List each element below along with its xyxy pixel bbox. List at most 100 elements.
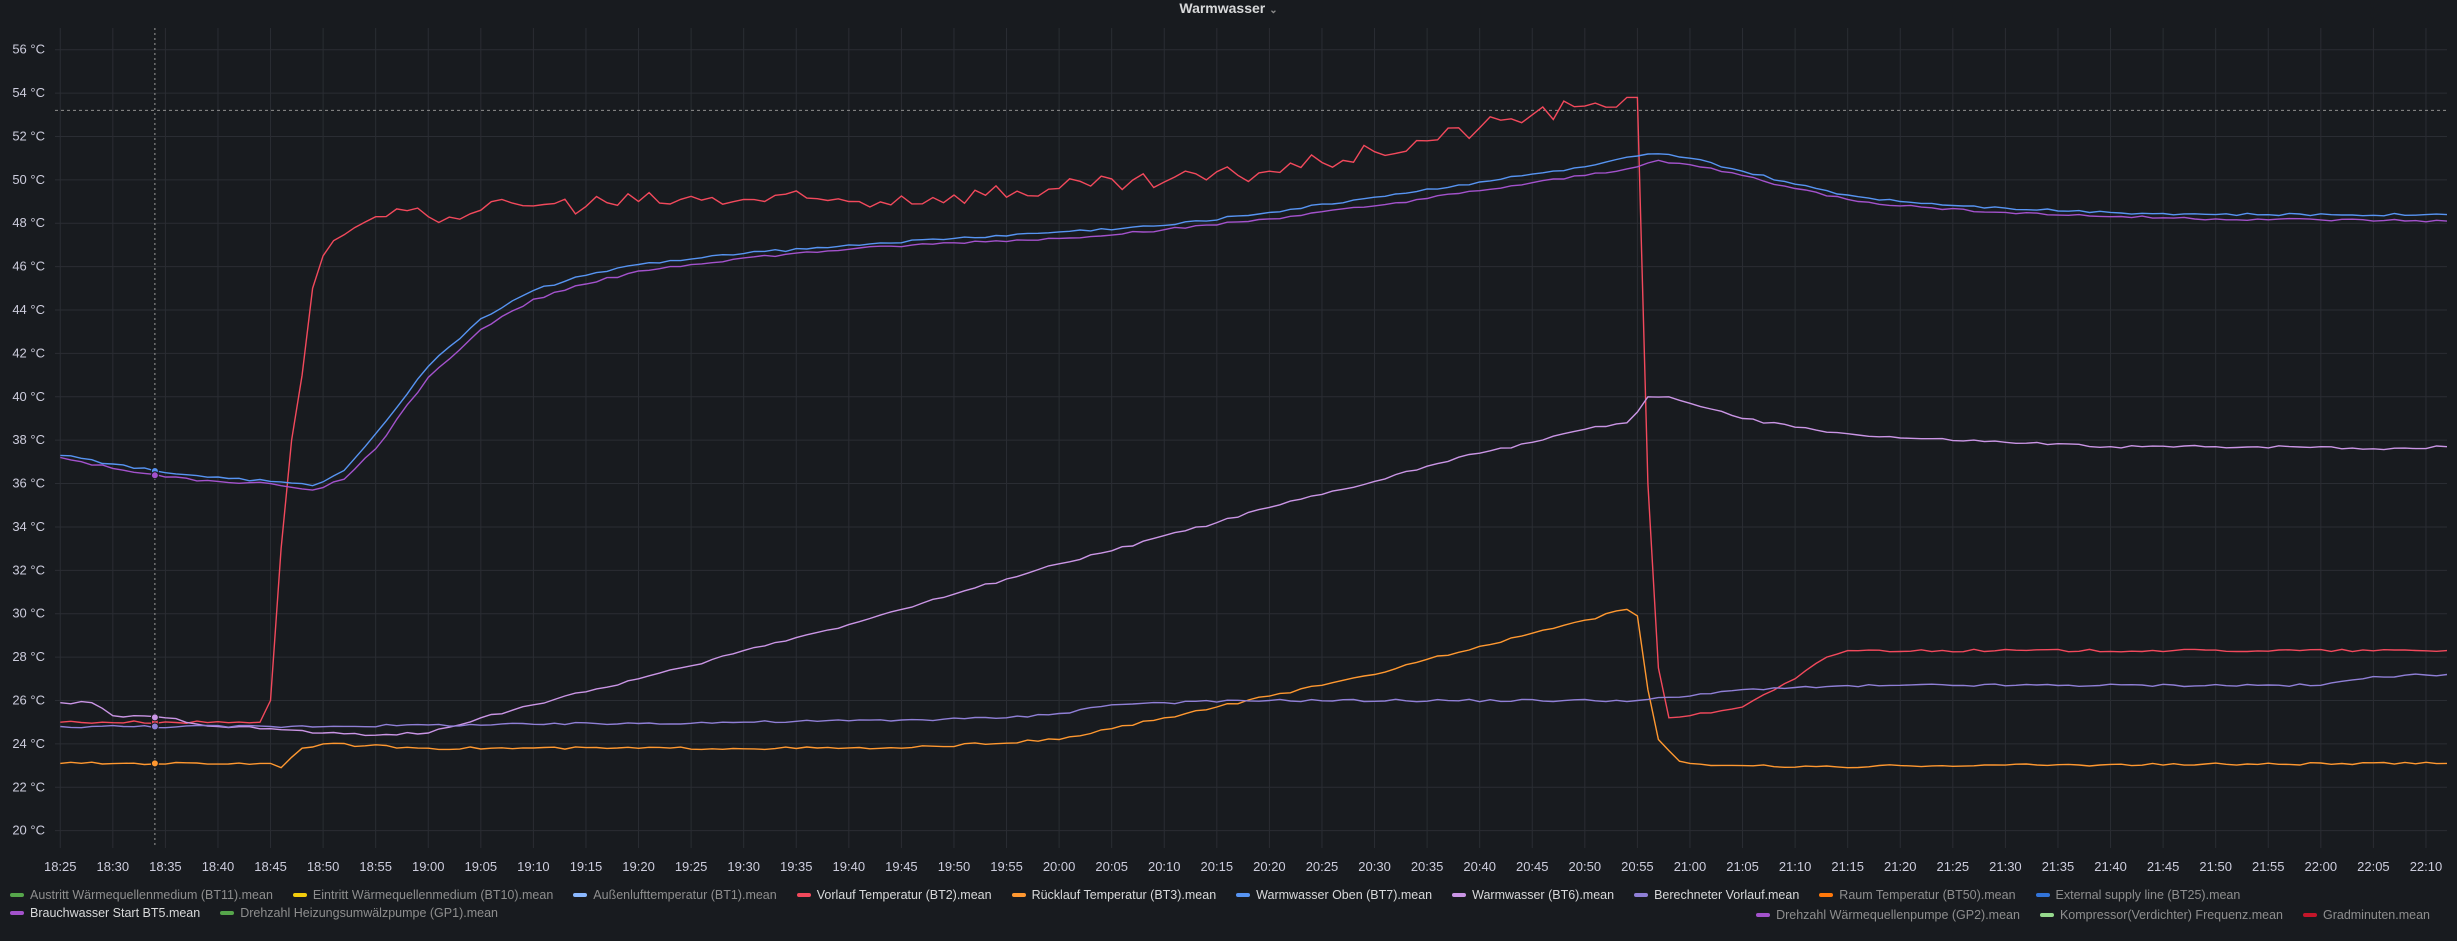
x-tick-label: 18:40 [202, 859, 235, 874]
y-tick-label: 54 °C [12, 85, 45, 100]
y-tick-label: 30 °C [12, 606, 45, 621]
legend-swatch [10, 892, 24, 897]
legend-label: Rücklauf Temperatur (BT3).mean [1031, 888, 1217, 902]
y-tick-label: 52 °C [12, 128, 45, 143]
x-tick-label: 20:35 [1411, 859, 1444, 874]
x-tick-label: 20:00 [1043, 859, 1076, 874]
y-axis: 20 °C 22 °C 24 °C 26 °C 28 °C 30 °C 32 °C 34 °C… [12, 42, 45, 838]
series-line [60, 96, 2448, 725]
x-tick-label: 19:05 [465, 859, 498, 874]
legend-swatch [1452, 892, 1467, 897]
x-tick-label: 20:50 [1569, 859, 1602, 874]
y-tick-label: 24 °C [12, 736, 45, 751]
legend-swatch [1756, 912, 1771, 917]
legend-label: Vorlauf Temperatur (BT2).mean [816, 888, 992, 902]
legend-item[interactable]: Vorlauf Temperatur (BT2).mean [796, 886, 992, 904]
x-tick-label: 22:10 [2410, 859, 2443, 874]
legend-item[interactable]: Drehzahl Wärmequellenpumpe (GP2).mean [1756, 906, 2020, 924]
y-tick-label: 50 °C [12, 172, 45, 187]
legend-item[interactable]: Warmwasser (BT6).mean [1452, 886, 1614, 904]
x-tick-label: 20:10 [1148, 859, 1181, 874]
x-tick-label: 19:35 [780, 859, 813, 874]
legend-label: Brauchwasser Start BT5.mean [30, 906, 201, 920]
legend-item[interactable]: Brauchwasser Start BT5.mean [10, 904, 200, 922]
y-tick-label: 32 °C [12, 562, 45, 577]
legend-label: Eintritt Wärmequellenmedium (BT10).mean [312, 888, 554, 902]
chevron-down-icon[interactable]: ⌄ [1269, 5, 1278, 16]
series-line [60, 159, 2448, 491]
line-chart[interactable]: 20 °C 22 °C 24 °C 26 °C 28 °C 30 °C 32 °C 34 °C… [0, 0, 2457, 880]
x-tick-label: 21:00 [1674, 859, 1707, 874]
x-tick-label: 21:15 [1831, 859, 1864, 874]
legend-swatch [2039, 912, 2054, 917]
x-tick-label: 21:50 [2199, 859, 2232, 874]
legend-item[interactable]: Gradminuten.mean [2302, 906, 2430, 924]
legend-item[interactable]: Außenlufttemperatur (BT1).mean [573, 886, 777, 904]
x-tick-label: 20:55 [1621, 859, 1654, 874]
legend-swatch [573, 892, 588, 897]
x-tick-label: 21:35 [2042, 859, 2075, 874]
legend-item[interactable]: Austritt Wärmequellenmedium (BT11).mean [10, 886, 273, 904]
x-tick-label: 21:05 [1726, 859, 1759, 874]
legend-item[interactable]: Eintritt Wärmequellenmedium (BT10).mean [292, 886, 554, 904]
x-tick-label: 18:55 [359, 859, 392, 874]
crosshair-point [150, 759, 159, 768]
x-tick-label: 19:55 [990, 859, 1023, 874]
x-tick-label: 19:10 [517, 859, 550, 874]
legend-row-2: Drehzahl Wärmequellenpumpe (GP2).mean Kom… [10, 906, 2450, 924]
x-tick-label: 19:40 [833, 859, 866, 874]
x-tick-label: 20:15 [1201, 859, 1234, 874]
y-tick-label: 42 °C [12, 345, 45, 360]
legend-item[interactable]: Berechneter Vorlauf.mean [1634, 886, 1799, 904]
legend-label: External supply line (BT25).mean [2055, 888, 2241, 902]
y-tick-label: 46 °C [12, 259, 45, 274]
y-tick-label: 40 °C [12, 389, 45, 404]
x-tick-label: 20:20 [1253, 859, 1286, 874]
x-tick-label: 18:35 [149, 859, 182, 874]
x-axis: 18:25 18:30 18:35 18:40 18:45 18:50 18:55 19:00… [44, 859, 2442, 874]
legend-label: Außenlufttemperatur (BT1).mean [593, 888, 777, 902]
panel-title-text: Warmwasser [1179, 0, 1266, 16]
x-tick-label: 20:05 [1095, 859, 1128, 874]
x-tick-label: 19:50 [938, 859, 971, 874]
x-tick-label: 21:25 [1937, 859, 1970, 874]
y-tick-label: 56 °C [12, 42, 45, 57]
legend-label: Austritt Wärmequellenmedium (BT11).mean [30, 888, 273, 902]
legend-row-1: Austritt Wärmequellenmedium (BT11).mean E… [10, 886, 2450, 922]
legend-swatch [2035, 892, 2050, 897]
legend-item[interactable]: Kompressor(Verdichter) Frequenz.mean [2039, 906, 2283, 924]
y-tick-label: 20 °C [12, 823, 45, 838]
x-tick-label: 21:20 [1884, 859, 1917, 874]
legend-label: Berechneter Vorlauf.mean [1654, 888, 1800, 902]
chart-grid [55, 28, 2447, 848]
legend-item[interactable]: Raum Temperatur (BT50).mean [1819, 886, 2016, 904]
y-tick-label: 22 °C [12, 779, 45, 794]
x-tick-label: 19:00 [412, 859, 445, 874]
x-tick-label: 22:00 [2305, 859, 2338, 874]
legend-swatch [1236, 892, 1251, 897]
legend-swatch [1011, 892, 1026, 897]
legend-item[interactable]: External supply line (BT25).mean [2035, 886, 2241, 904]
y-tick-label: 44 °C [12, 302, 45, 317]
crosshair-point [150, 713, 159, 722]
legend-swatch [1819, 892, 1834, 897]
series-line [60, 153, 2448, 487]
series-line [60, 396, 2448, 737]
x-tick-label: 19:25 [675, 859, 708, 874]
legend-label: Gradminuten.mean [2322, 908, 2430, 922]
y-tick-label: 34 °C [12, 519, 45, 534]
legend-item[interactable]: Warmwasser Oben (BT7).mean [1236, 886, 1432, 904]
legend-swatch [10, 910, 24, 915]
legend-item[interactable]: Rücklauf Temperatur (BT3).mean [1011, 886, 1217, 904]
legend-swatch [2302, 912, 2317, 917]
crosshair-point [150, 722, 159, 731]
x-tick-label: 19:15 [570, 859, 603, 874]
y-tick-label: 26 °C [12, 692, 45, 707]
y-tick-label: 38 °C [12, 432, 45, 447]
legend-label: Kompressor(Verdichter) Frequenz.mean [2059, 908, 2283, 922]
legend-label: Drehzahl Heizungsumwälzpumpe (GP1).mean [240, 906, 498, 920]
panel-title[interactable]: Warmwasser ⌄ [0, 0, 2457, 18]
y-tick-label: 36 °C [12, 476, 45, 491]
legend-item[interactable]: Drehzahl Heizungsumwälzpumpe (GP1).mean [220, 904, 498, 922]
x-tick-label: 18:25 [44, 859, 77, 874]
